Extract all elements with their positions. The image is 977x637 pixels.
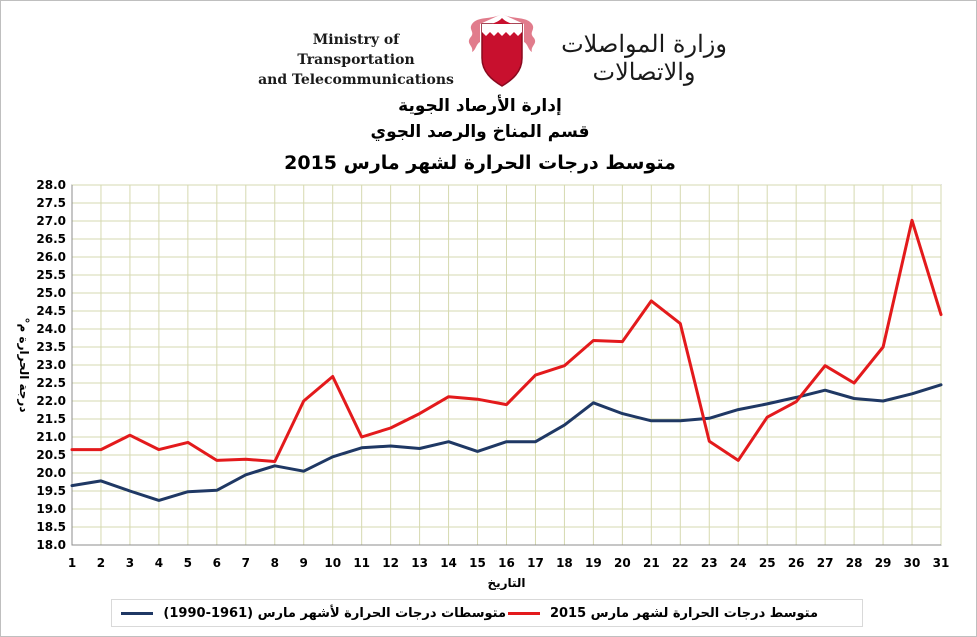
- x-tick-label: 20: [614, 556, 631, 570]
- y-axis-title: درجة الحرارة م°: [16, 318, 31, 413]
- y-tick-label: 20.0: [36, 466, 66, 480]
- chart-legend: متوسط درجات الحرارة لشهر مارس 2015 متوسط…: [111, 599, 863, 627]
- bahrain-emblem-logo: [468, 14, 536, 87]
- ministry-name-english: Ministry of Transportation and Telecommu…: [258, 30, 454, 90]
- x-tick-label: 21: [643, 556, 660, 570]
- x-tick-label: 31: [933, 556, 950, 570]
- y-tick-label: 19.0: [36, 502, 66, 516]
- y-tick-label: 22.0: [36, 394, 66, 408]
- tick-labels: 18.0 18.5 19.0 19.5 20.0 20.5 21.0 21.5 22.0 22.5…: [36, 178, 949, 570]
- x-tick-label: 3: [126, 556, 134, 570]
- x-tick-label: 2: [97, 556, 105, 570]
- y-tick-label: 21.5: [36, 412, 66, 426]
- y-tick-label: 24.0: [36, 322, 66, 336]
- y-tick-label: 23.0: [36, 358, 66, 372]
- x-tick-label: 12: [382, 556, 399, 570]
- x-tick-label: 17: [527, 556, 544, 570]
- x-tick-label: 4: [155, 556, 163, 570]
- ministry-name-line-2: and Telecommunications: [258, 72, 454, 88]
- legend-label-2015: متوسط درجات الحرارة لشهر مارس 2015: [549, 605, 818, 621]
- series-line-2015: [70, 218, 943, 463]
- legend-swatch-2015: [507, 611, 540, 615]
- x-tick-label: 5: [184, 556, 192, 570]
- y-tick-label: 27.5: [36, 196, 66, 210]
- x-tick-label: 13: [411, 556, 428, 570]
- x-tick-label: 18: [556, 556, 573, 570]
- chart-title-line-3: متوسط درجات الحرارة لشهر مارس 2015: [284, 152, 676, 174]
- y-tick-label: 26.0: [36, 250, 66, 264]
- x-tick-label: 6: [213, 556, 221, 570]
- ministry-name-line-1: Ministry of Transportation: [297, 32, 415, 68]
- series-line-normals: [70, 383, 943, 502]
- chart-title-line-2: قسم المناخ والرصد الجوي: [370, 122, 590, 142]
- x-axis-title: التاريخ: [487, 576, 525, 590]
- y-tick-label: 24.5: [36, 304, 66, 318]
- legend-item-normals: متوسطات درجات الحرارة لأشهر مارس (1961-1…: [121, 604, 506, 622]
- x-tick-label: 29: [875, 556, 892, 570]
- x-tick-label: 15: [469, 556, 486, 570]
- x-tick-label: 7: [242, 556, 250, 570]
- x-tick-label: 16: [498, 556, 515, 570]
- y-tick-label: 28.0: [36, 178, 66, 192]
- legend-swatch-normals: [121, 611, 154, 615]
- legend-label-normals: متوسطات درجات الحرارة لأشهر مارس (1961-1…: [163, 605, 506, 621]
- chart-title-line-1: إدارة الأرصاد الجوية: [398, 96, 562, 116]
- x-tick-label: 24: [730, 556, 747, 570]
- x-tick-label: 10: [324, 556, 341, 570]
- ministry-name-arabic: وزارة المواصلات والاتصالات: [561, 30, 727, 86]
- x-tick-label: 22: [672, 556, 689, 570]
- y-tick-label: 27.0: [36, 214, 66, 228]
- y-tick-label: 25.5: [36, 268, 66, 282]
- y-tick-label: 20.5: [36, 448, 66, 462]
- x-tick-label: 30: [904, 556, 921, 570]
- x-tick-label: 19: [585, 556, 602, 570]
- y-tick-label: 18.0: [36, 538, 66, 552]
- legend-item-2015: متوسط درجات الحرارة لشهر مارس 2015: [507, 604, 818, 622]
- x-tick-label: 8: [271, 556, 279, 570]
- series-layer: [70, 218, 943, 502]
- x-tick-label: 23: [701, 556, 718, 570]
- y-tick-label: 26.5: [36, 232, 66, 246]
- x-tick-label: 14: [440, 556, 457, 570]
- y-tick-label: 21.0: [36, 430, 66, 444]
- y-tick-label: 18.5: [36, 520, 66, 534]
- y-tick-label: 19.5: [36, 484, 66, 498]
- x-tick-label: 11: [353, 556, 370, 570]
- x-tick-label: 28: [846, 556, 863, 570]
- y-tick-label: 25.0: [36, 286, 66, 300]
- x-tick-label: 26: [788, 556, 805, 570]
- x-tick-label: 27: [817, 556, 834, 570]
- x-tick-label: 9: [300, 556, 308, 570]
- x-tick-label: 1: [68, 556, 76, 570]
- y-tick-label: 23.5: [36, 340, 66, 354]
- x-tick-label: 25: [759, 556, 776, 570]
- y-tick-label: 22.5: [36, 376, 66, 390]
